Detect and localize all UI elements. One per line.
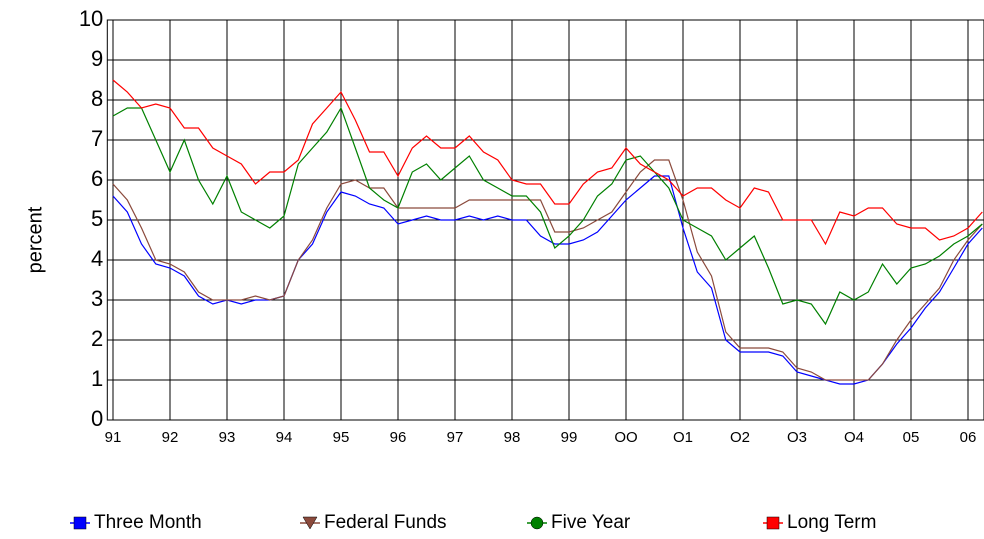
x-tick-label: O1 bbox=[673, 429, 693, 446]
legend-label: Three Month bbox=[94, 512, 202, 533]
x-tick-label: 96 bbox=[390, 429, 407, 446]
y-tick-label: 6 bbox=[91, 166, 103, 191]
x-tick-label: 97 bbox=[447, 429, 464, 446]
series-line bbox=[112, 79, 983, 246]
x-tick-label: 98 bbox=[504, 429, 521, 446]
y-tick-label: 7 bbox=[91, 126, 103, 151]
x-tick-label: 94 bbox=[276, 429, 293, 446]
legend-marker bbox=[302, 516, 318, 530]
legend-label: Long Term bbox=[787, 512, 876, 533]
x-tick-label: O4 bbox=[844, 429, 864, 446]
y-tick-label: 1 bbox=[91, 366, 103, 391]
y-tick-label: 2 bbox=[91, 326, 103, 351]
x-tick-label: 95 bbox=[333, 429, 350, 446]
series-line bbox=[112, 175, 983, 385]
legend-marker bbox=[73, 516, 87, 530]
x-tick-label: 05 bbox=[903, 429, 920, 446]
series-line bbox=[112, 159, 983, 381]
y-tick-label: 4 bbox=[91, 246, 103, 271]
y-tick-label: 0 bbox=[91, 406, 103, 431]
x-tick-label: O3 bbox=[787, 429, 807, 446]
x-tick-label: 91 bbox=[105, 429, 122, 446]
y-tick-label: 3 bbox=[91, 286, 103, 311]
x-tick-label: 92 bbox=[162, 429, 179, 446]
y-tick-label: 10 bbox=[79, 6, 103, 31]
x-tick-label: O2 bbox=[730, 429, 750, 446]
legend-marker bbox=[530, 516, 544, 530]
legend-label: Federal Funds bbox=[324, 512, 447, 533]
x-tick-label: 06 bbox=[960, 429, 977, 446]
y-tick-label: 9 bbox=[91, 46, 103, 71]
legend-marker bbox=[766, 516, 780, 530]
x-tick-label: 93 bbox=[219, 429, 236, 446]
y-tick-label: 8 bbox=[91, 86, 103, 111]
y-axis-label: percent bbox=[24, 206, 46, 273]
x-tick-label: OO bbox=[614, 429, 637, 446]
series-line bbox=[112, 106, 983, 326]
x-tick-label: 99 bbox=[561, 429, 578, 446]
y-tick-label: 5 bbox=[91, 206, 103, 231]
legend-label: Five Year bbox=[551, 512, 631, 533]
